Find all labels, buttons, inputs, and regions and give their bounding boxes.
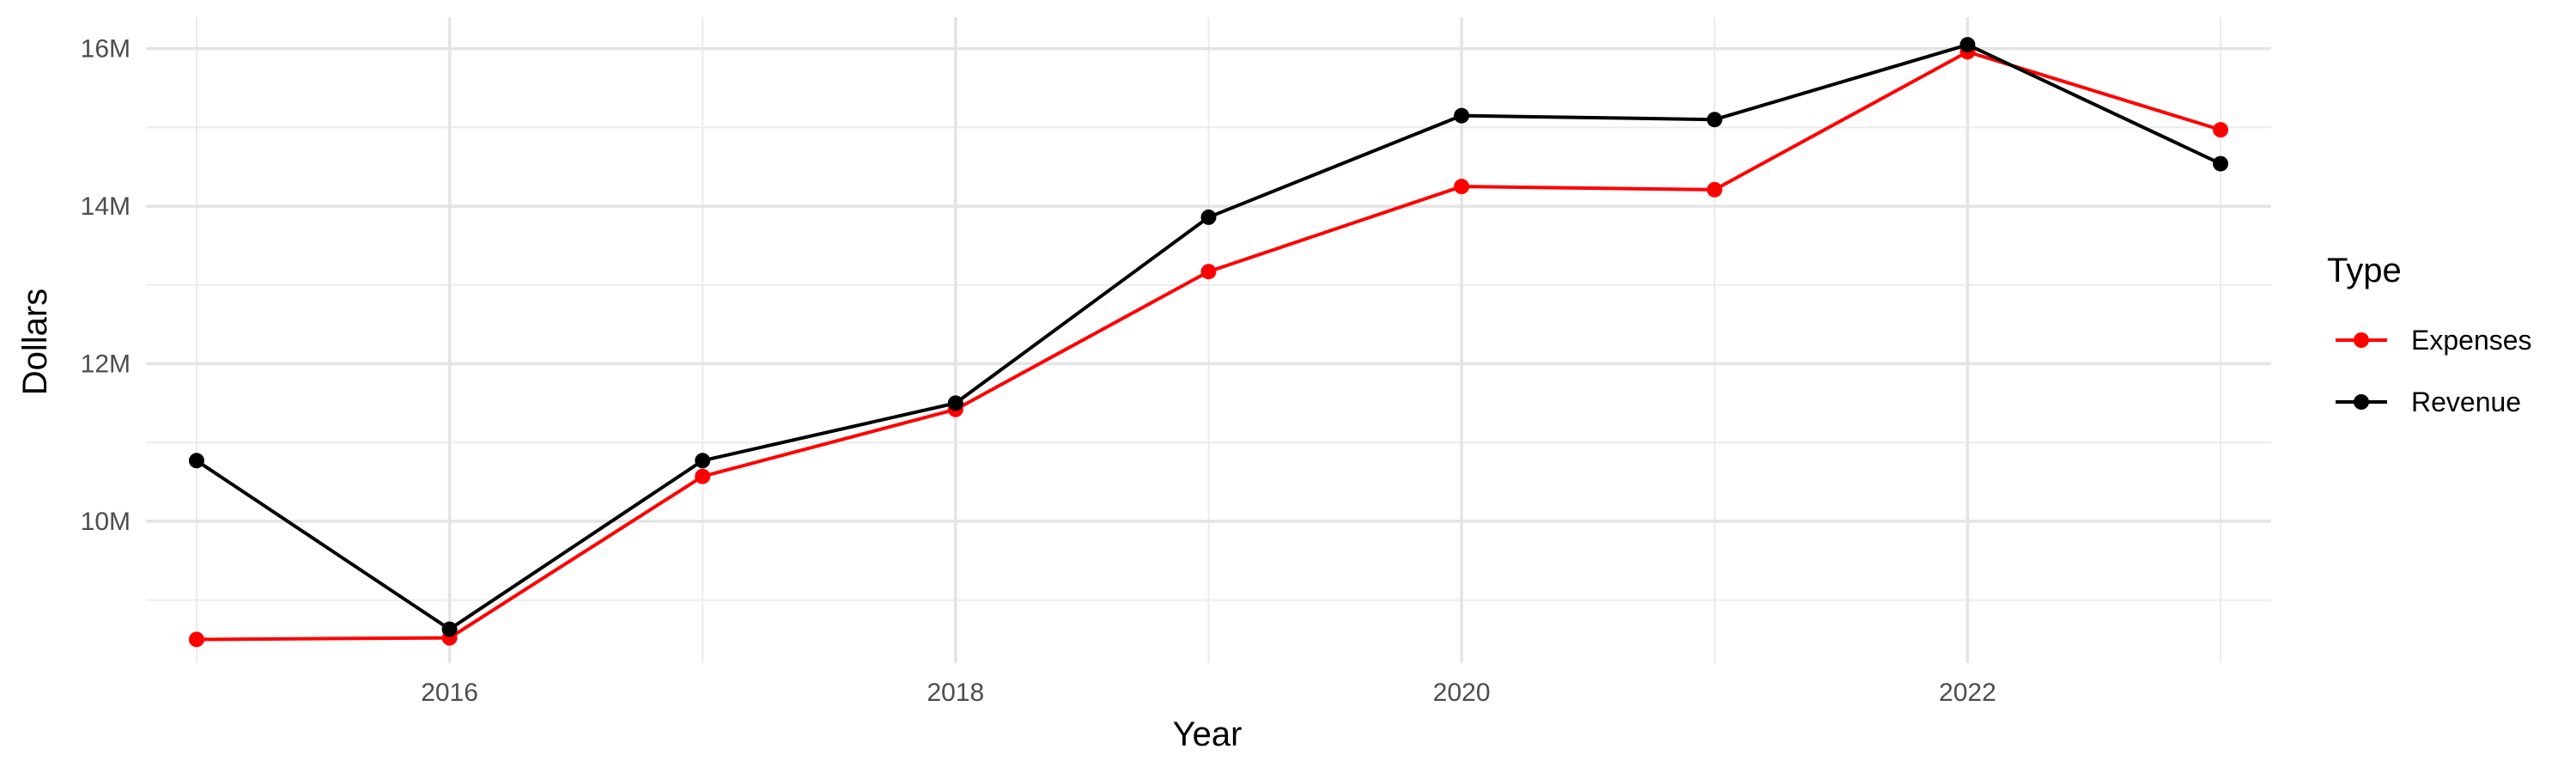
data-point-expenses: [695, 468, 711, 484]
legend-key-point: [2354, 394, 2369, 410]
y-tick-label: 14M: [81, 192, 131, 221]
y-tick-label: 12M: [81, 350, 131, 379]
legend: Type Expenses Revenue: [2327, 252, 2532, 417]
y-axis-tick-labels: 10M 12M 14M 16M: [81, 35, 131, 536]
data-point-revenue: [1706, 112, 1722, 128]
legend-title: Type: [2327, 252, 2402, 289]
data-point-revenue: [695, 453, 711, 469]
minor-gridlines: [146, 17, 2271, 663]
series-revenue: [188, 37, 2229, 637]
x-tick-label: 2018: [927, 679, 984, 707]
data-point-revenue: [441, 621, 458, 637]
data-point-revenue: [1200, 209, 1217, 225]
data-point-revenue: [1454, 107, 1470, 124]
x-tick-label: 2020: [1433, 679, 1491, 707]
data-point-revenue: [1959, 37, 1976, 53]
x-tick-label: 2022: [1939, 679, 1996, 707]
data-point-expenses: [1200, 264, 1217, 280]
series-layer: [188, 37, 2229, 648]
legend-label: Expenses: [2411, 325, 2532, 356]
legend-key-point: [2354, 332, 2369, 348]
data-point-expenses: [1454, 179, 1470, 195]
major-gridlines: [146, 17, 2271, 663]
data-point-revenue: [2213, 155, 2229, 172]
data-point-expenses: [2213, 122, 2229, 138]
data-point-expenses: [188, 631, 204, 648]
x-axis-tick-labels: 2016 2018 2020 2022: [421, 679, 1996, 707]
y-tick-label: 16M: [81, 35, 131, 64]
data-point-revenue: [188, 453, 204, 469]
y-axis-title: Dollars: [16, 289, 54, 395]
legend-item-revenue: Revenue: [2336, 386, 2521, 417]
x-axis-title: Year: [1173, 715, 1242, 753]
data-point-expenses: [1706, 181, 1722, 198]
x-tick-label: 2016: [421, 679, 478, 707]
legend-entries: Expenses Revenue: [2336, 325, 2532, 417]
legend-item-expenses: Expenses: [2336, 325, 2532, 356]
legend-label: Revenue: [2411, 386, 2521, 417]
data-point-revenue: [947, 395, 963, 411]
y-tick-label: 10M: [81, 508, 131, 536]
